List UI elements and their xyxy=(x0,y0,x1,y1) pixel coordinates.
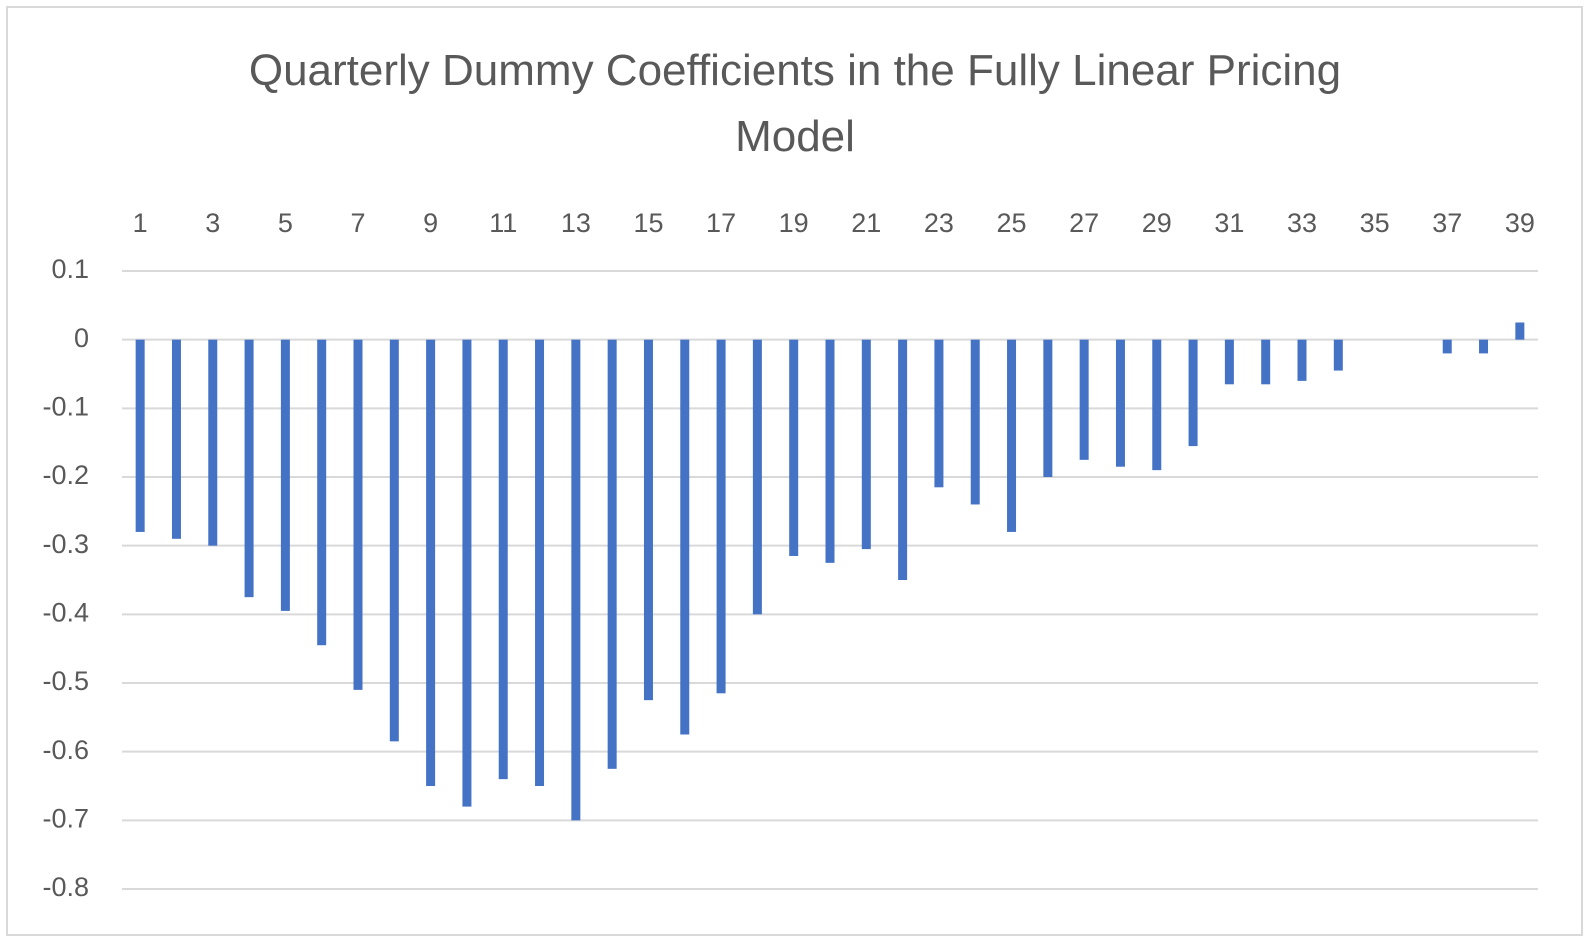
x-tick-label: 23 xyxy=(924,208,954,238)
bar xyxy=(244,339,254,598)
x-tick-label: 19 xyxy=(779,208,809,238)
bar xyxy=(716,339,726,694)
bar xyxy=(1333,339,1343,371)
x-tick-label: 15 xyxy=(633,208,663,238)
bar xyxy=(1152,339,1162,471)
bar xyxy=(498,339,508,780)
bar xyxy=(789,339,799,556)
bar xyxy=(1115,339,1125,467)
x-tick-label: 13 xyxy=(561,208,591,238)
bar xyxy=(680,339,690,735)
y-tick-label: -0.5 xyxy=(42,666,89,696)
bar xyxy=(1261,339,1271,385)
x-tick-label: 21 xyxy=(851,208,881,238)
bar xyxy=(317,339,327,646)
y-tick-label: -0.1 xyxy=(42,391,89,421)
x-tick-label: 9 xyxy=(423,208,438,238)
bar xyxy=(1224,339,1234,385)
bar xyxy=(643,339,653,701)
bar xyxy=(607,339,617,769)
bar xyxy=(389,339,399,742)
bar xyxy=(752,339,762,615)
chart-title: Quarterly Dummy Coefficients in the Full… xyxy=(248,46,1342,161)
x-tick-label: 7 xyxy=(350,208,365,238)
x-tick-label: 33 xyxy=(1287,208,1317,238)
bar xyxy=(1442,339,1452,354)
y-tick-label: -0.7 xyxy=(42,803,89,833)
bar xyxy=(135,339,145,532)
bar xyxy=(208,339,218,546)
y-tick-label: -0.8 xyxy=(42,872,89,902)
y-tick-label: 0 xyxy=(74,323,89,353)
x-tick-label: 29 xyxy=(1142,208,1172,238)
bar xyxy=(535,339,545,786)
x-tick-label: 11 xyxy=(489,208,517,238)
y-tick-label: -0.6 xyxy=(42,735,89,765)
y-tick-label: 0.1 xyxy=(51,254,89,284)
bar xyxy=(462,339,472,807)
x-tick-label: 39 xyxy=(1505,208,1535,238)
bar xyxy=(1007,339,1017,532)
bar xyxy=(1188,339,1198,447)
y-tick-label: -0.4 xyxy=(42,597,89,627)
bar xyxy=(934,339,944,488)
bar xyxy=(1297,339,1307,381)
x-tick-label: 1 xyxy=(133,208,148,238)
bar xyxy=(171,339,181,539)
bar xyxy=(825,339,835,563)
bar xyxy=(970,339,980,505)
x-tick-label: 37 xyxy=(1432,208,1462,238)
x-tick-label: 35 xyxy=(1360,208,1390,238)
x-tick-label: 25 xyxy=(997,208,1027,238)
bar xyxy=(1079,339,1089,460)
y-tick-label: -0.3 xyxy=(42,529,89,559)
bar xyxy=(280,339,290,611)
bar xyxy=(861,339,871,550)
chart-border xyxy=(6,6,1583,936)
x-tick-label: 3 xyxy=(205,208,220,238)
x-tick-label: 27 xyxy=(1069,208,1099,238)
bar xyxy=(1515,322,1525,340)
bar xyxy=(353,339,363,690)
bar xyxy=(898,339,908,580)
y-tick-label: -0.2 xyxy=(42,460,89,490)
x-tick-label: 17 xyxy=(706,208,736,238)
bar xyxy=(1479,339,1489,354)
bar xyxy=(571,339,581,821)
x-tick-label: 5 xyxy=(278,208,293,238)
bar xyxy=(426,339,436,786)
x-tick-label: 31 xyxy=(1214,208,1244,238)
bar xyxy=(1043,339,1053,477)
